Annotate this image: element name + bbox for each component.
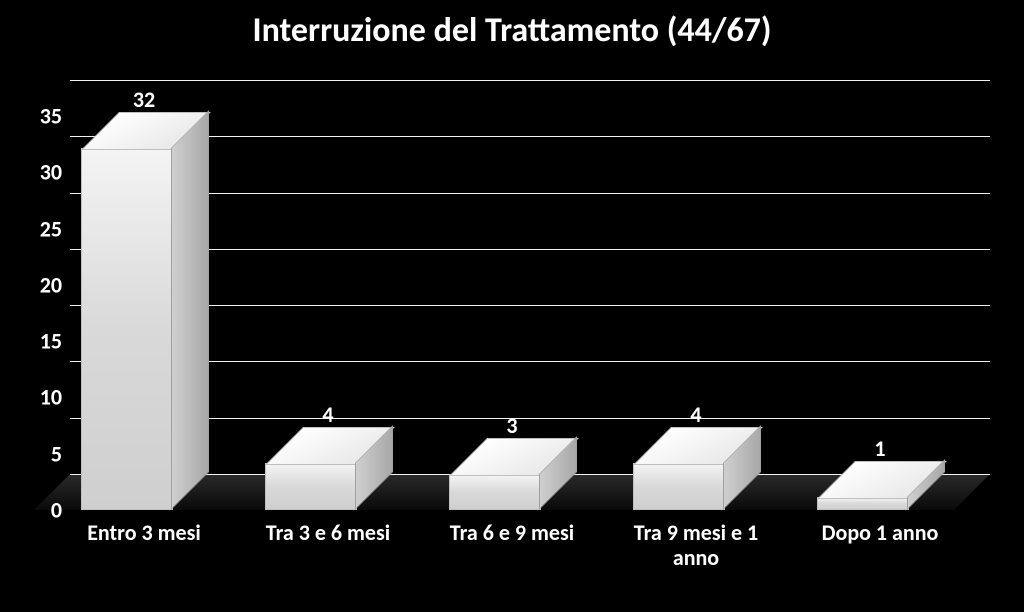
bar xyxy=(853,463,943,474)
y-axis-label: 15 xyxy=(12,328,62,355)
value-label: 3 xyxy=(506,412,517,439)
y-axis-label: 20 xyxy=(12,271,62,298)
value-label: 4 xyxy=(322,401,333,428)
bar-side xyxy=(171,110,209,510)
y-axis-label: 30 xyxy=(12,159,62,186)
y-axis-label: 35 xyxy=(12,103,62,130)
y-axis-label: 5 xyxy=(12,440,62,467)
chart-container: Interruzione del Trattamento (44/67) 0 5 1… xyxy=(0,0,1024,612)
chart-title: Interruzione del Trattamento (44/67) xyxy=(0,10,1024,51)
value-label: 4 xyxy=(690,401,701,428)
x-axis-label: Dopo 1 anno xyxy=(822,520,939,545)
x-axis-label: Entro 3 mesi xyxy=(87,520,201,545)
gridline xyxy=(70,80,990,81)
value-label: 1 xyxy=(874,435,885,462)
bar-front xyxy=(81,148,173,510)
y-axis-label: 0 xyxy=(12,497,62,524)
x-axis-label: Tra 3 e 6 mesi xyxy=(266,520,390,545)
x-axis-label: Tra 9 mesi e 1 anno xyxy=(634,520,758,571)
bar xyxy=(117,114,207,474)
bar-front xyxy=(265,463,357,510)
plot-area xyxy=(70,80,990,510)
bar xyxy=(301,429,391,474)
bar-front xyxy=(449,474,541,510)
bar xyxy=(669,429,759,474)
value-label: 32 xyxy=(133,86,155,113)
y-axis-label: 10 xyxy=(12,384,62,411)
bar xyxy=(485,440,575,474)
bar-front xyxy=(633,463,725,510)
x-axis-label: Tra 6 e 9 mesi xyxy=(450,520,574,545)
y-axis-label: 25 xyxy=(12,215,62,242)
